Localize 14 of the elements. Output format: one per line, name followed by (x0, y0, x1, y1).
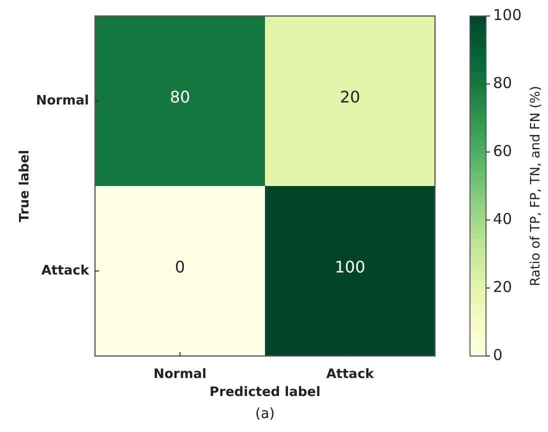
color-bar-title: Ratio of TP, FP, TN, and FN (%) (528, 86, 544, 286)
color-bar-label: 80 (493, 74, 512, 92)
data-label: 100 (334, 257, 366, 276)
y-axis-title: True label (18, 150, 33, 222)
data-label: 0 (174, 257, 186, 276)
color-bar-label: 0 (493, 346, 503, 364)
x-axis-title: Predicted label (210, 385, 320, 400)
data-label: 80 (170, 87, 190, 106)
text: (a) (255, 406, 275, 422)
color-bar-label: 40 (493, 210, 512, 228)
color-bar-label: 100 (493, 6, 522, 24)
data-label: 20 (340, 87, 360, 106)
color-bar-label: 20 (493, 278, 512, 296)
color-bar-label: 60 (493, 142, 512, 160)
